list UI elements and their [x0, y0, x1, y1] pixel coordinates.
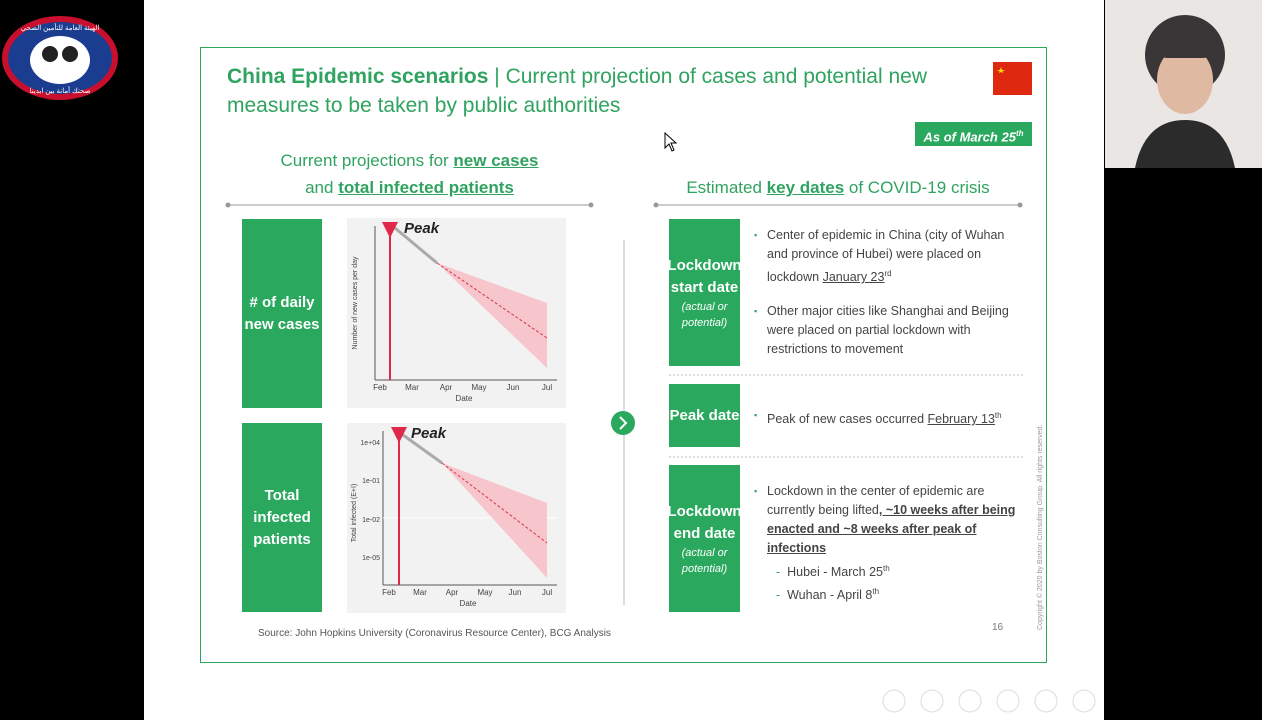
- row-label-text: # of daily new cases: [244, 293, 320, 333]
- bullet: Lockdown in the center of epidemic are c…: [754, 482, 1019, 558]
- heading-key: total infected patients: [338, 178, 514, 197]
- y-tick: 1e-01: [362, 478, 380, 485]
- button-next[interactable]: [1072, 689, 1096, 713]
- bullet-emphasis: , ~10 weeks after being enacted and ~8 w…: [767, 503, 1016, 555]
- right-heading: Estimated key dates of COVID-19 crisis: [656, 174, 1020, 201]
- x-tick: Jun: [507, 383, 520, 392]
- row-label: Total infected patients: [242, 423, 322, 612]
- sub-bullets: - Hubei - March 25th - Wuhan - April 8th: [776, 564, 890, 603]
- copyright: Copyright © 2020 by Boston Consulting Gr…: [1037, 424, 1044, 630]
- left-heading: Current projections for new cases and to…: [228, 147, 591, 201]
- y-tick: 1e-05: [362, 555, 380, 562]
- mini-chart: Peak Number of new cases per day Feb Mar…: [347, 218, 566, 408]
- x-tick: Feb: [382, 588, 396, 597]
- row-label-text: Total infected patients: [253, 486, 311, 548]
- button-prev[interactable]: [1034, 689, 1058, 713]
- key-date-label: Lockdown end date (actual or potential): [667, 465, 742, 612]
- key-date-title: Lockdown start date: [667, 256, 742, 296]
- button-slides[interactable]: [958, 689, 982, 713]
- heading-key: key dates: [766, 178, 845, 197]
- peak-label: Peak: [411, 425, 447, 442]
- logo-top: الهيئة العامة للتأمين الصحي: [21, 21, 100, 32]
- y-label: Number of new cases per day: [352, 256, 359, 349]
- y-label: Total infected (E+I): [351, 484, 358, 543]
- key-date-note: (actual or potential): [681, 300, 728, 329]
- bullet-date: February 13: [927, 412, 995, 427]
- dividers: [225, 202, 1025, 605]
- heading-key: new cases: [453, 151, 539, 170]
- title-text: | Current projection of cases and potent…: [227, 65, 927, 117]
- button-zoom[interactable]: [920, 689, 944, 713]
- heading-text: Estimated: [686, 178, 762, 197]
- row-label: # of daily new cases: [242, 219, 322, 408]
- x-tick: Jun: [509, 588, 522, 597]
- bullet-sup: rd: [884, 269, 892, 278]
- source: Source: John Hopkins University (Coronav…: [258, 628, 611, 639]
- bullet: Peak of new cases occurred February 13th: [754, 406, 1019, 429]
- bullet-text: Other major cities like Shanghai and Bei…: [767, 304, 1009, 356]
- flag: [993, 62, 1032, 95]
- x-tick: Mar: [413, 588, 427, 597]
- bullet-text: Peak of new cases occurred: [767, 412, 925, 427]
- key-date-label: Lockdown start date (actual or potential…: [667, 219, 742, 366]
- heading-text: of COVID-19 crisis: [848, 178, 990, 197]
- bullet-date: January 23: [822, 270, 885, 285]
- logo: الهيئة العامة للتأمين الصحي صحتك أمانة ب…: [2, 16, 118, 100]
- toolbar: [882, 689, 1096, 713]
- sub-sup: th: [882, 564, 890, 573]
- heading-text: and: [305, 178, 334, 197]
- key-date-title: Lockdown end date: [667, 502, 742, 542]
- x-label: Date: [456, 394, 473, 403]
- as-of-badge: As of March 25th: [915, 122, 1032, 146]
- x-tick: Mar: [405, 383, 419, 392]
- y-tick: 1e+04: [360, 440, 380, 447]
- x-tick: Feb: [373, 383, 387, 392]
- x-label: Date: [460, 599, 477, 608]
- bullet: Other major cities like Shanghai and Bei…: [754, 302, 1019, 359]
- heading-text: Current projections for: [280, 151, 449, 170]
- slide-title: China Epidemic scenarios | Current proje…: [227, 62, 967, 120]
- button-more[interactable]: [882, 689, 906, 713]
- x-tick: Apr: [440, 383, 453, 392]
- x-tick: Jul: [542, 383, 552, 392]
- title-accent: China Epidemic scenarios: [227, 65, 489, 88]
- key-date-note: (actual or potential): [681, 546, 728, 575]
- x-tick: Apr: [446, 588, 459, 597]
- bullet-text: Lockdown in the center of epidemic are c…: [767, 484, 985, 517]
- cursor: [664, 132, 678, 152]
- page-number: 16: [992, 622, 1004, 633]
- bullet-text: Center of epidemic in China (city of Wuh…: [767, 228, 1005, 285]
- bullet: Center of epidemic in China (city of Wuh…: [754, 226, 1019, 287]
- logo-bottom: صحتك أمانة بين ايدينا: [30, 85, 91, 95]
- x-tick: Jul: [542, 588, 552, 597]
- button-pen[interactable]: [996, 689, 1020, 713]
- as-of-sup: th: [1015, 129, 1024, 138]
- sub-bullet: Hubei - March 25: [787, 565, 883, 580]
- peak-label: Peak: [404, 220, 440, 237]
- sub-sup: th: [872, 587, 880, 597]
- key-date-title: Peak date: [669, 406, 740, 424]
- as-of-text: As of March 25: [923, 129, 1016, 145]
- y-tick: 1e-02: [362, 517, 380, 524]
- key-date-label: Peak date: [669, 384, 740, 447]
- slide-frame: [200, 47, 1047, 663]
- bullet-sup: th: [994, 411, 1002, 420]
- webcam: [1105, 0, 1262, 168]
- mini-chart: Peak Total infected (E+I) 1e+04 1e-01 1e…: [347, 423, 566, 613]
- sub-bullet: Wuhan - April 8: [787, 588, 873, 603]
- x-tick: May: [477, 588, 492, 597]
- x-tick: May: [471, 383, 486, 392]
